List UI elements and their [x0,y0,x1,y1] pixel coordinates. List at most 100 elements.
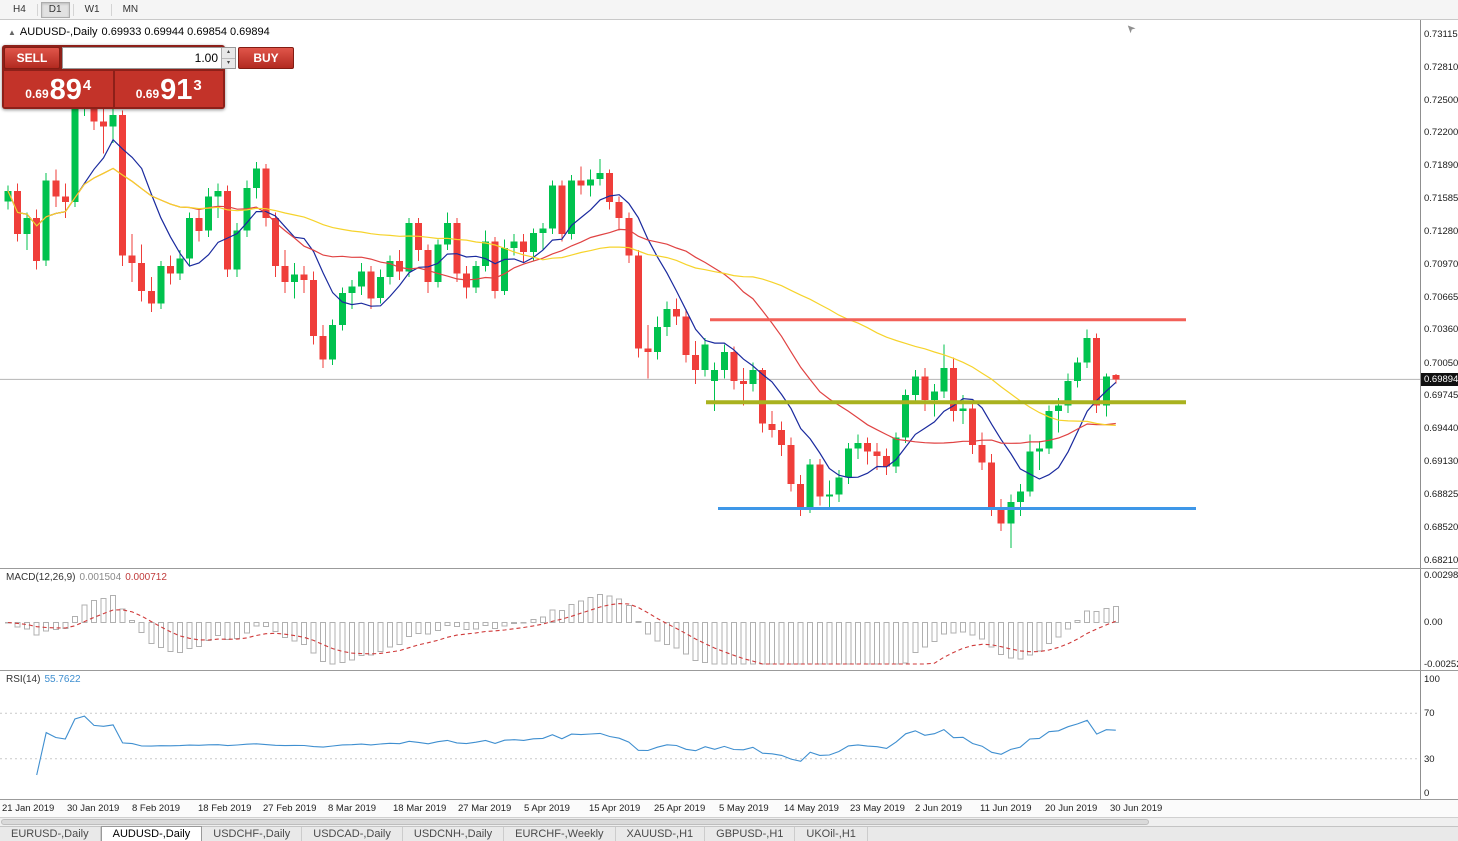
date-label: 27 Feb 2019 [263,803,317,814]
rsi-scale-label: 30 [1424,754,1435,765]
macd-scale: 0.002984 0.00 -0.002525 [1420,569,1458,670]
ma-fast-blue-line [7,138,1117,480]
price-scale-label: 0.70360 [1424,324,1458,335]
price-scale-label: 0.68210 [1424,555,1458,566]
bid-price-display[interactable]: 0.69 89 4 [4,71,113,107]
date-label: 8 Mar 2019 [328,803,377,814]
ma-slow-yellow-line [7,167,1116,426]
price-scale-label: 0.71890 [1424,160,1458,171]
ask-price-prefix: 0.69 [135,87,160,101]
tab-xauusd-h1[interactable]: XAUUSD-,H1 [616,827,706,841]
date-label: 5 May 2019 [719,803,769,814]
price-scale-label: 0.70970 [1424,259,1458,270]
price-scale-label: 0.69745 [1424,390,1458,401]
bid-price-sup: 4 [82,77,92,94]
volume-box: ▴ ▾ [62,47,236,69]
volume-decrease-button[interactable]: ▾ [222,58,235,68]
tab-ukoil-h1[interactable]: UKOil-,H1 [795,827,868,841]
date-axis[interactable]: 21 Jan 2019 30 Jan 2019 8 Feb 2019 18 Feb 2… [0,799,1458,817]
volume-input[interactable] [63,48,221,68]
macd-label: MACD(12,26,9) 0.001504 0.000712 [6,572,167,583]
tab-usdcad-daily[interactable]: USDCAD-,Daily [302,827,403,841]
ask-price-big: 91 [160,74,193,107]
macd-scale-label: 0.00 [1424,617,1443,628]
timeframe-h4-button[interactable]: H4 [5,2,34,18]
date-label: 20 Jun 2019 [1045,803,1098,814]
date-label: 25 Apr 2019 [654,803,706,814]
one-click-trading-panel: SELL ▴ ▾ BUY 0.69 89 4 0.69 [2,45,294,109]
date-label: 30 Jan 2019 [67,803,120,814]
volume-increase-button[interactable]: ▴ [222,48,235,59]
macd-histogram [5,594,1119,665]
rsi-scale-label: 0 [1424,788,1430,799]
rsi-value: 55.7622 [44,674,81,685]
date-label: 18 Mar 2019 [393,803,447,814]
date-label: 27 Mar 2019 [458,803,512,814]
tab-gbpusd-h1[interactable]: GBPUSD-,H1 [705,827,796,841]
date-label: 21 Jan 2019 [2,803,55,814]
ask-price-sup: 3 [193,77,202,94]
date-label: 8 Feb 2019 [132,803,181,814]
ohlc-values: 0.69933 0.69944 0.69854 0.69894 [101,26,270,38]
price-scale-label: 0.72500 [1424,95,1458,106]
price-scale-label: 0.71585 [1424,193,1458,204]
date-label: 18 Feb 2019 [198,803,252,814]
tab-eurchf-weekly[interactable]: EURCHF-,Weekly [504,827,616,841]
date-label: 14 May 2019 [784,803,839,814]
chart-title: ▲ AUDUSD-,Daily 0.69933 0.69944 0.69854 … [8,26,270,38]
tab-usdcnh-daily[interactable]: USDCNH-,Daily [403,827,505,841]
chart-marker-icon: ▲ [8,27,16,37]
current-price-badge: 0.69894 [1421,373,1458,386]
rsi-scale: 100 70 30 0 [1420,671,1458,799]
tab-audusd-daily[interactable]: AUDUSD-,Daily [100,826,203,841]
rsi-scale-label: 100 [1424,674,1440,685]
symbol-period-label: AUDUSD-,Daily [19,26,98,38]
bid-price-big: 89 [49,74,82,107]
buy-button[interactable]: BUY [238,47,294,69]
date-label: 30 Jun 2019 [1110,803,1163,814]
candles-layer [4,51,1120,549]
date-label: 5 Apr 2019 [524,803,570,814]
chart-tab-bar: EURUSD-,Daily AUDUSD-,Daily USDCHF-,Dail… [0,826,1458,841]
rsi-line [36,715,1116,776]
price-chart-panel: ▲ AUDUSD-,Daily 0.69933 0.69944 0.69854 … [0,20,1458,568]
macd-main-value: 0.001504 [79,572,122,583]
toolbar-separator [36,3,38,16]
price-scale-label: 0.70665 [1424,292,1458,303]
price-scale-label: 0.69440 [1424,423,1458,434]
date-label: 23 May 2019 [850,803,905,814]
price-scale-label: 0.68520 [1424,522,1458,533]
price-scale-label: 0.70050 [1424,358,1458,369]
date-label: 2 Jun 2019 [915,803,963,814]
price-scale-label: 0.72200 [1424,127,1458,138]
date-label: 11 Jun 2019 [980,803,1032,814]
volume-spinner: ▴ ▾ [221,48,235,68]
rsi-chart[interactable] [0,671,1420,799]
ask-price-display[interactable]: 0.69 91 3 [114,71,223,107]
candlestick-chart[interactable] [0,20,1420,568]
timeframe-mn-button[interactable]: MN [115,2,147,18]
macd-signal-line [7,603,1116,665]
sell-button[interactable]: SELL [4,47,60,69]
rsi-label: RSI(14) 55.7622 [6,674,81,685]
date-label: 15 Apr 2019 [589,803,641,814]
macd-chart[interactable] [0,569,1420,670]
toolbar-separator [72,3,74,16]
toolbar-separator [110,3,112,16]
timeframe-d1-button[interactable]: D1 [40,1,70,18]
chart-scrollbar[interactable] [0,817,1458,826]
rsi-panel: RSI(14) 55.7622 100 70 30 0 [0,670,1458,799]
bid-price-prefix: 0.69 [25,87,49,101]
price-scale-label: 0.73115 [1424,29,1458,40]
tab-eurusd-daily[interactable]: EURUSD-,Daily [0,827,101,841]
scrollbar-thumb[interactable] [1,819,1149,825]
macd-signal-value: 0.000712 [125,572,167,583]
price-scale-label: 0.68825 [1424,489,1458,500]
timeframe-w1-button[interactable]: W1 [77,2,108,18]
macd-scale-label: 0.002984 [1424,570,1458,581]
tab-usdchf-daily[interactable]: USDCHF-,Daily [202,827,303,841]
timeframe-toolbar: H4 D1 W1 MN [0,0,1458,20]
price-scale-label: 0.69130 [1424,456,1458,467]
